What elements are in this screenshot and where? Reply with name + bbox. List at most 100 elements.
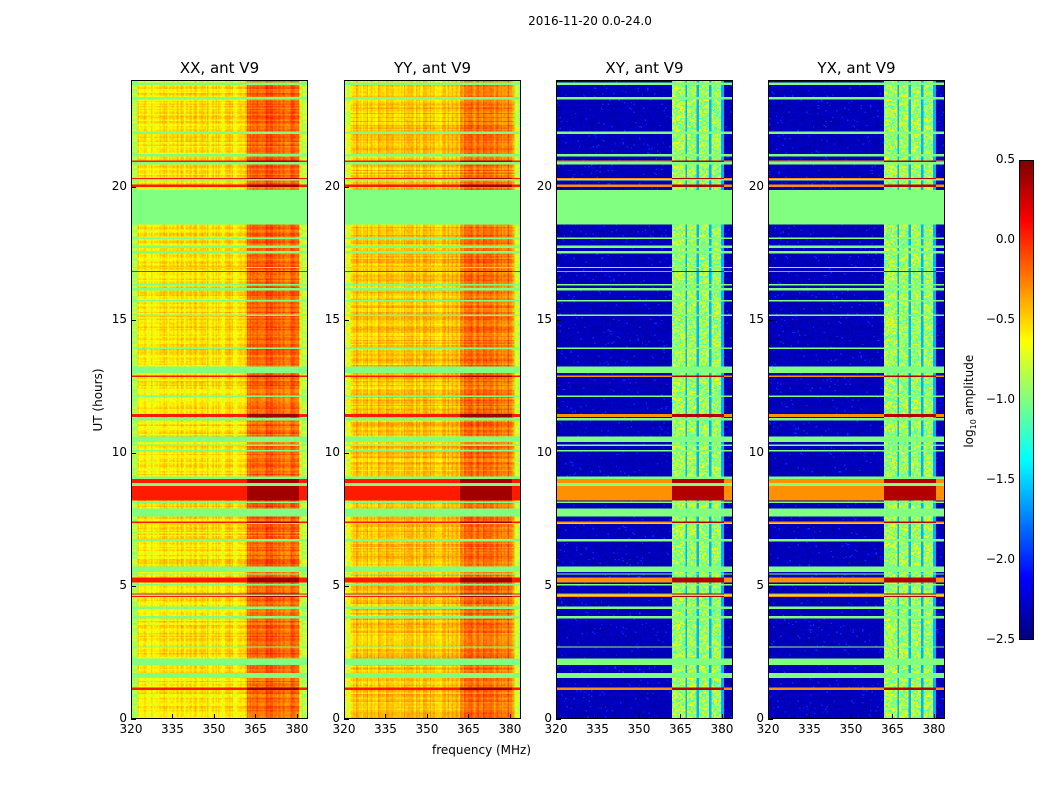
x-tick-mark [768, 714, 769, 719]
x-tick-mark [933, 714, 935, 719]
heatmap-image [769, 81, 944, 718]
x-tick-label: 320 [332, 722, 356, 736]
y-tick-mark [768, 319, 773, 321]
x-tick-label: 365 [244, 722, 267, 736]
x-tick-label: 335 [798, 722, 821, 736]
y-tick-mark [556, 319, 561, 321]
y-tick-label: 5 [119, 577, 127, 592]
x-tick-label: 350 [627, 722, 651, 736]
y-tick-mark [768, 186, 773, 188]
x-tick-label: 350 [839, 722, 863, 736]
y-tick-mark [344, 585, 349, 587]
y-tick-mark [556, 585, 561, 587]
x-tick-mark [255, 714, 257, 719]
y-axis-label: UT (hours) [91, 368, 105, 432]
y-tick-mark [131, 585, 136, 587]
y-tick-label: 20 [536, 178, 552, 193]
y-tick-mark [344, 719, 349, 720]
y-tick-label: 10 [536, 444, 552, 459]
y-tick-label: 15 [536, 311, 552, 326]
panel-title: YX, ant V9 [817, 59, 896, 77]
heatmap-panel-1 [344, 80, 521, 719]
colorbar-tick-label: −1.5 [985, 472, 1015, 486]
y-tick-mark [344, 452, 349, 454]
y-tick-label: 20 [324, 178, 340, 193]
x-tick-label: 320 [119, 722, 143, 736]
heatmap-panel-2 [556, 80, 733, 719]
x-tick-mark [296, 714, 298, 719]
colorbar-tick-label: −0.5 [985, 312, 1015, 326]
panel-title: XX, ant V9 [179, 59, 260, 77]
x-tick-mark [809, 714, 811, 719]
panel-title: YY, ant V9 [393, 59, 471, 77]
y-tick-mark [344, 319, 349, 321]
x-tick-label: 380 [922, 722, 946, 736]
y-tick-label: 20 [748, 178, 764, 193]
x-tick-mark [509, 714, 511, 719]
y-tick-mark [556, 452, 561, 454]
y-tick-mark [344, 186, 349, 188]
x-tick-mark [131, 714, 132, 719]
y-tick-mark [131, 452, 136, 454]
x-tick-label: 365 [669, 722, 692, 736]
colorbar-tick-label: 0.5 [995, 152, 1015, 166]
x-tick-label: 335 [374, 722, 397, 736]
x-tick-mark [850, 714, 852, 719]
heatmap-image [345, 81, 520, 718]
x-tick-mark [597, 714, 599, 719]
y-tick-label: 20 [111, 178, 127, 193]
y-tick-mark [768, 719, 773, 720]
colorbar-tick-label: 0.0 [995, 232, 1015, 246]
y-tick-mark [131, 319, 136, 321]
x-tick-mark [892, 714, 894, 719]
x-tick-mark [468, 714, 470, 719]
x-tick-label: 380 [498, 722, 522, 736]
x-tick-label: 350 [415, 722, 439, 736]
x-axis-label: frequency (MHz) [432, 743, 532, 757]
x-tick-mark [213, 714, 215, 719]
x-tick-mark [556, 714, 557, 719]
x-tick-label: 350 [202, 722, 226, 736]
figure-title: 2016-11-20 0.0-24.0 [528, 14, 652, 28]
x-tick-mark [385, 714, 387, 719]
x-tick-mark [638, 714, 640, 719]
x-tick-mark [344, 714, 345, 719]
y-tick-mark [556, 719, 561, 720]
colorbar-tick-label: −1.0 [985, 392, 1015, 406]
y-tick-label: 5 [756, 577, 764, 592]
y-tick-label: 0 [544, 711, 552, 725]
colorbar-label: log10 amplitude [961, 354, 979, 448]
y-tick-label: 10 [748, 444, 764, 459]
y-tick-label: 0 [756, 711, 764, 725]
heatmap-image [132, 81, 307, 718]
x-tick-label: 380 [710, 722, 734, 736]
heatmap-panel-3 [768, 80, 945, 719]
y-tick-mark [131, 719, 136, 720]
colorbar-tick-label: −2.0 [985, 552, 1015, 566]
x-tick-mark [172, 714, 174, 719]
y-tick-label: 15 [748, 311, 764, 326]
y-tick-label: 0 [332, 711, 340, 725]
y-tick-label: 15 [111, 311, 127, 326]
heatmap-panel-0 [131, 80, 308, 719]
y-tick-label: 10 [324, 444, 340, 459]
x-tick-label: 320 [756, 722, 780, 736]
x-tick-label: 365 [881, 722, 904, 736]
y-tick-mark [131, 186, 136, 188]
heatmap-image [557, 81, 732, 718]
colorbar-tick-label: −2.5 [985, 632, 1015, 646]
y-tick-label: 10 [111, 444, 127, 459]
x-tick-label: 335 [161, 722, 184, 736]
y-tick-label: 15 [324, 311, 340, 326]
x-tick-label: 365 [457, 722, 480, 736]
y-tick-mark [768, 585, 773, 587]
y-tick-label: 0 [119, 711, 127, 725]
x-tick-label: 335 [586, 722, 609, 736]
y-tick-label: 5 [544, 577, 552, 592]
x-tick-mark [721, 714, 723, 719]
x-tick-mark [680, 714, 682, 719]
panel-title: XY, ant V9 [605, 59, 684, 77]
x-tick-label: 380 [285, 722, 309, 736]
y-tick-mark [556, 186, 561, 188]
